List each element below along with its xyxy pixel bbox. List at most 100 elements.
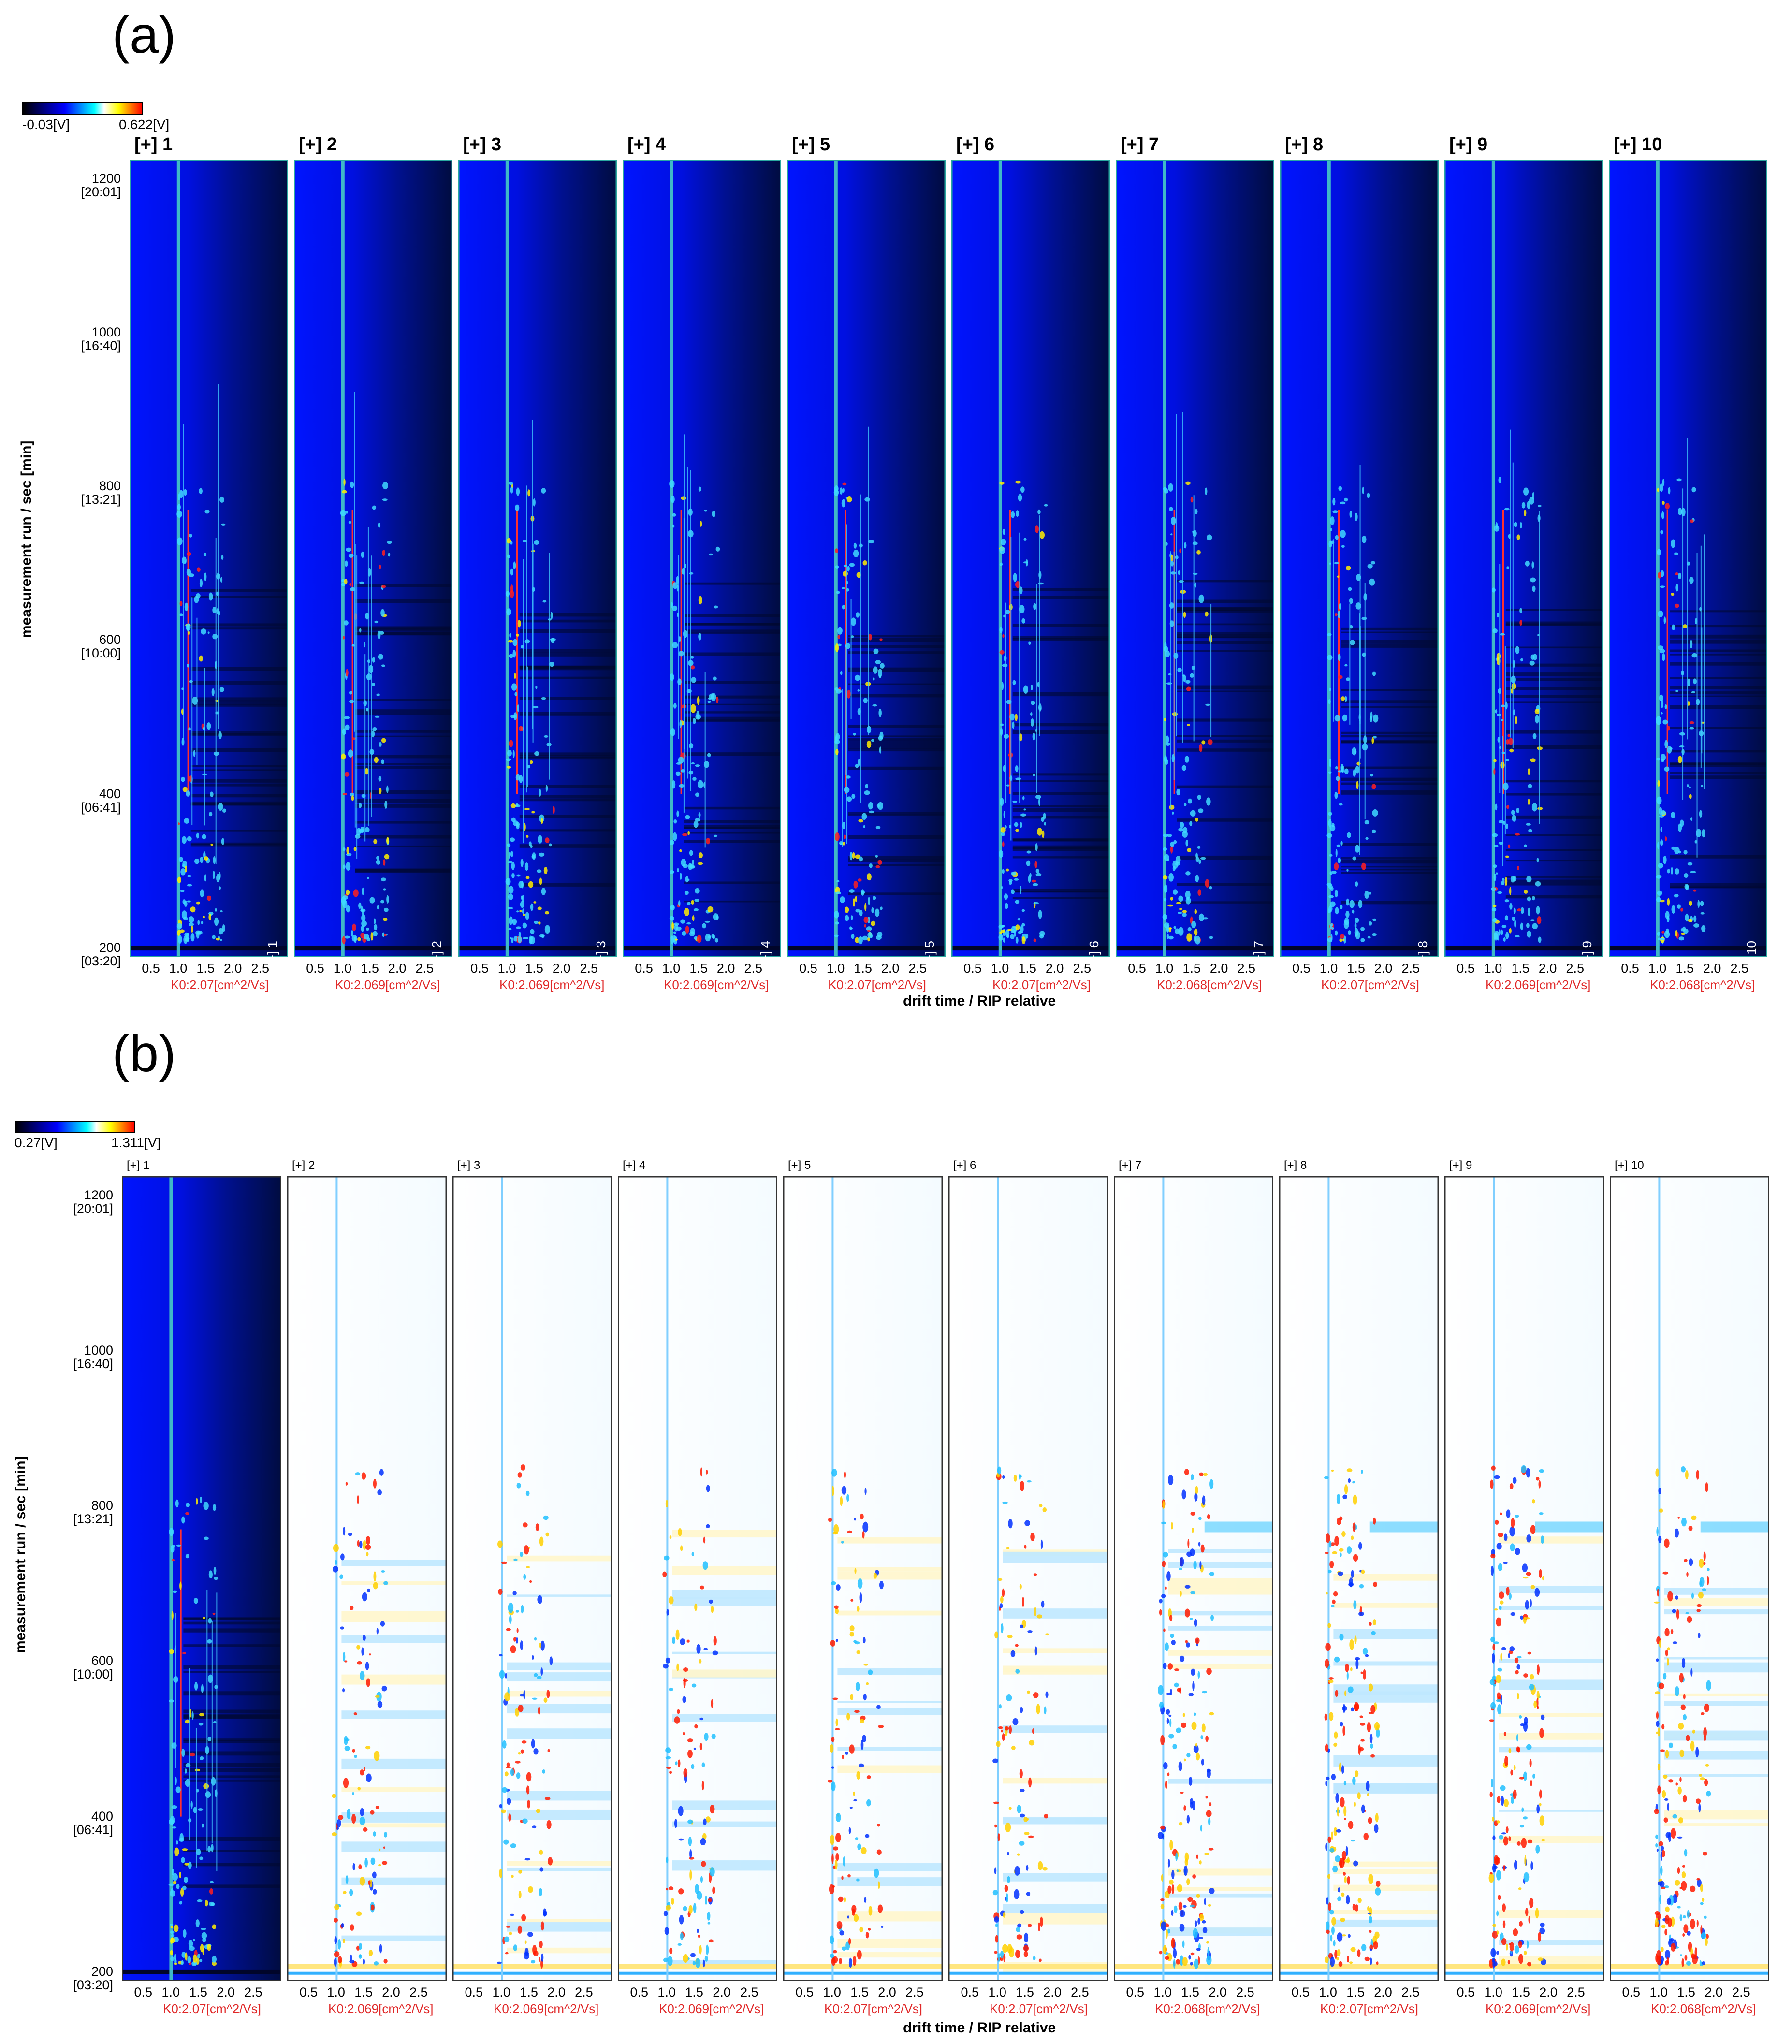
signal-peak (203, 1502, 209, 1510)
difference-band (507, 1662, 612, 1670)
signal-peak (1349, 1577, 1353, 1588)
signal-peak (1033, 938, 1036, 942)
signal-peak (862, 1637, 866, 1644)
signal-peak (1524, 1855, 1527, 1866)
spectrum-band (519, 666, 617, 671)
signal-peak (1342, 1871, 1346, 1876)
signal-peak (1659, 815, 1664, 818)
signal-peak (696, 1891, 702, 1900)
signal-peak (176, 510, 182, 518)
signal-peak (372, 1889, 377, 1895)
signal-peak (702, 923, 706, 929)
signal-peak (1340, 1797, 1345, 1808)
signal-peak (350, 1924, 354, 1931)
signal-peak (1331, 1831, 1333, 1840)
difference-band (1003, 1648, 1108, 1653)
signal-peak (694, 898, 699, 902)
signal-peak (1534, 708, 1540, 715)
signal-peak (707, 906, 714, 913)
signal-peak (849, 852, 853, 861)
difference-band (837, 1537, 943, 1544)
spectrum-band (1012, 730, 1110, 734)
signal-peak (509, 633, 511, 638)
signal-peak (541, 1953, 544, 1962)
signal-peak (509, 1615, 512, 1624)
signal-peak (188, 1940, 193, 1948)
rip-line (501, 1176, 503, 1981)
signal-peak (1500, 633, 1505, 636)
signal-peak (548, 1857, 553, 1866)
signal-peak (204, 1536, 209, 1540)
corner-sample-label: [+] 3 (594, 941, 608, 957)
bottom-band (623, 946, 781, 951)
signal-peak (199, 1756, 204, 1761)
signal-peak (182, 836, 187, 844)
signal-peak (172, 1826, 177, 1829)
signal-peak (878, 675, 882, 678)
signal-peak (518, 1705, 524, 1712)
signal-peak (1371, 784, 1376, 789)
signal-peak (1026, 1480, 1032, 1483)
signal-peak (1326, 1897, 1328, 1905)
signal-peak (189, 916, 194, 923)
signal-peak (1514, 522, 1518, 527)
signal-peak (1170, 841, 1175, 847)
signal-peak (1675, 1686, 1679, 1697)
signal-peak (364, 934, 369, 940)
signal-peak (174, 1962, 177, 1965)
signal-peak (1506, 1509, 1511, 1518)
signal-peak (508, 886, 514, 894)
heatmap-panel (783, 1176, 943, 1981)
signal-peak (1337, 1806, 1339, 1817)
signal-peak (503, 1839, 509, 1845)
signal-peak (690, 665, 695, 670)
k0-label: K0:2.068[cm^2/Vs] (1157, 978, 1262, 992)
signal-peak (1537, 807, 1543, 810)
x-tick-label: 1.0 (1484, 1985, 1502, 2000)
signal-peak (996, 1741, 1001, 1747)
signal-peak (1011, 871, 1017, 876)
signal-peak (1372, 714, 1379, 723)
signal-peak (714, 605, 718, 609)
heatmap-panel: [+] 10 (1609, 160, 1767, 957)
sample-title: [+] 4 (623, 1159, 646, 1172)
signal-peak (196, 1848, 201, 1855)
signal-peak (501, 1809, 506, 1814)
signal-peak (1330, 934, 1333, 942)
signal-peak (1170, 533, 1173, 536)
signal-peak (365, 768, 368, 775)
signal-peak (1168, 483, 1173, 492)
signal-peak (524, 808, 530, 810)
signal-peak (698, 852, 703, 858)
signal-peak (1178, 912, 1182, 914)
x-tick-label: 2.0 (1374, 961, 1393, 976)
panel-border (1280, 160, 1439, 957)
signal-peak (1013, 1475, 1017, 1482)
signal-peak (1166, 1929, 1168, 1939)
signal-peak (1529, 660, 1535, 666)
signal-peak (506, 1628, 511, 1631)
signal-peak (1003, 937, 1005, 943)
signal-peak (1502, 1920, 1506, 1928)
signal-peak (522, 895, 524, 902)
signal-peak (850, 915, 853, 920)
bottom-band-blue (287, 1971, 447, 1975)
signal-peak (1529, 497, 1534, 505)
difference-band (1168, 1663, 1273, 1669)
spectrum-band (355, 790, 452, 794)
signal-peak (527, 1799, 530, 1809)
signal-peak (1667, 1802, 1669, 1811)
signal-peak (1540, 1922, 1545, 1927)
spectrum-band (519, 652, 617, 657)
signal-peak (349, 1959, 355, 1964)
difference-band (672, 1530, 777, 1538)
signal-peak (181, 1951, 186, 1958)
signal-peak (713, 676, 717, 681)
signal-peak (513, 561, 516, 569)
signal-peak (701, 1762, 705, 1768)
difference-band (1499, 1956, 1604, 1962)
signal-peak (380, 1621, 385, 1627)
x-tick-label: 2.0 (217, 1985, 235, 2000)
spectrum-band (190, 589, 288, 592)
spectrum-band (1505, 793, 1603, 796)
